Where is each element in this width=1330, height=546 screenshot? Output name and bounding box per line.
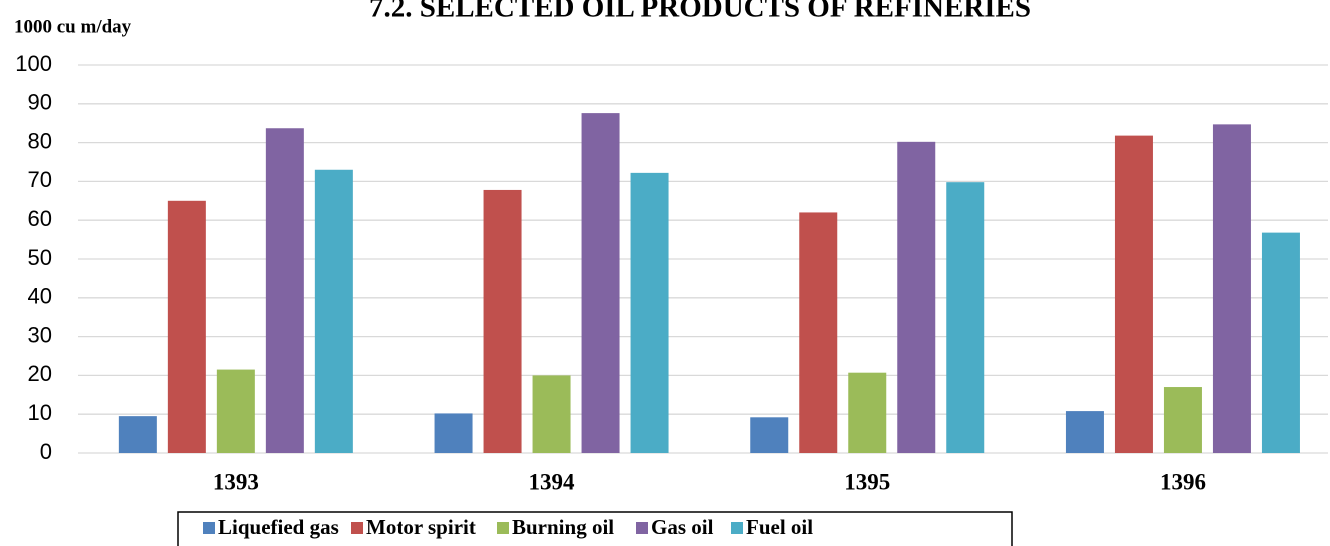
legend-swatch bbox=[203, 522, 215, 534]
y-tick-label: 70 bbox=[28, 167, 52, 192]
bar bbox=[265, 128, 304, 453]
legend-label: Motor spirit bbox=[366, 515, 476, 539]
bar bbox=[434, 413, 473, 453]
chart-title: 7.2. SELECTED OIL PRODUCTS OF REFINERIES bbox=[369, 0, 1031, 24]
bar bbox=[946, 182, 985, 453]
y-tick-label: 40 bbox=[28, 284, 52, 309]
bar bbox=[1163, 387, 1202, 453]
y-tick-label: 90 bbox=[28, 90, 52, 115]
x-tick-label: 1394 bbox=[529, 469, 576, 494]
bar bbox=[630, 172, 669, 453]
bar bbox=[483, 189, 522, 453]
y-tick-label: 30 bbox=[28, 322, 52, 347]
x-tick-label: 1393 bbox=[213, 469, 259, 494]
legend-label: Burning oil bbox=[512, 515, 614, 539]
legend-swatch bbox=[636, 522, 648, 534]
bar bbox=[848, 372, 887, 453]
bar bbox=[799, 212, 838, 453]
y-tick-label: 20 bbox=[28, 361, 52, 386]
legend-label: Fuel oil bbox=[746, 515, 813, 539]
bar bbox=[532, 375, 571, 453]
bar bbox=[1114, 135, 1153, 453]
bar bbox=[1261, 232, 1300, 453]
bar bbox=[118, 416, 157, 453]
y-tick-label: 60 bbox=[28, 206, 52, 231]
y-tick-label: 100 bbox=[15, 51, 52, 76]
x-tick-label: 1395 bbox=[844, 469, 890, 494]
bar bbox=[1065, 411, 1104, 453]
y-tick-label: 50 bbox=[28, 245, 52, 270]
bar bbox=[897, 141, 936, 453]
bar bbox=[314, 169, 353, 453]
y-tick-label: 80 bbox=[28, 128, 52, 153]
legend-swatch bbox=[351, 522, 363, 534]
bar bbox=[167, 200, 206, 453]
bar bbox=[750, 417, 789, 453]
bar bbox=[1212, 124, 1251, 453]
bar bbox=[216, 369, 255, 453]
bar bbox=[581, 113, 620, 453]
legend-swatch bbox=[731, 522, 743, 534]
legend-swatch bbox=[497, 522, 509, 534]
y-tick-label: 0 bbox=[40, 439, 52, 464]
y-tick-label: 10 bbox=[28, 400, 52, 425]
legend-box bbox=[177, 511, 1013, 546]
y-axis-label: 1000 cu m/day bbox=[14, 16, 132, 37]
legend-label: Gas oil bbox=[651, 515, 714, 539]
legend-label: Liquefied gas bbox=[218, 515, 339, 539]
x-tick-label: 1396 bbox=[1160, 469, 1206, 494]
